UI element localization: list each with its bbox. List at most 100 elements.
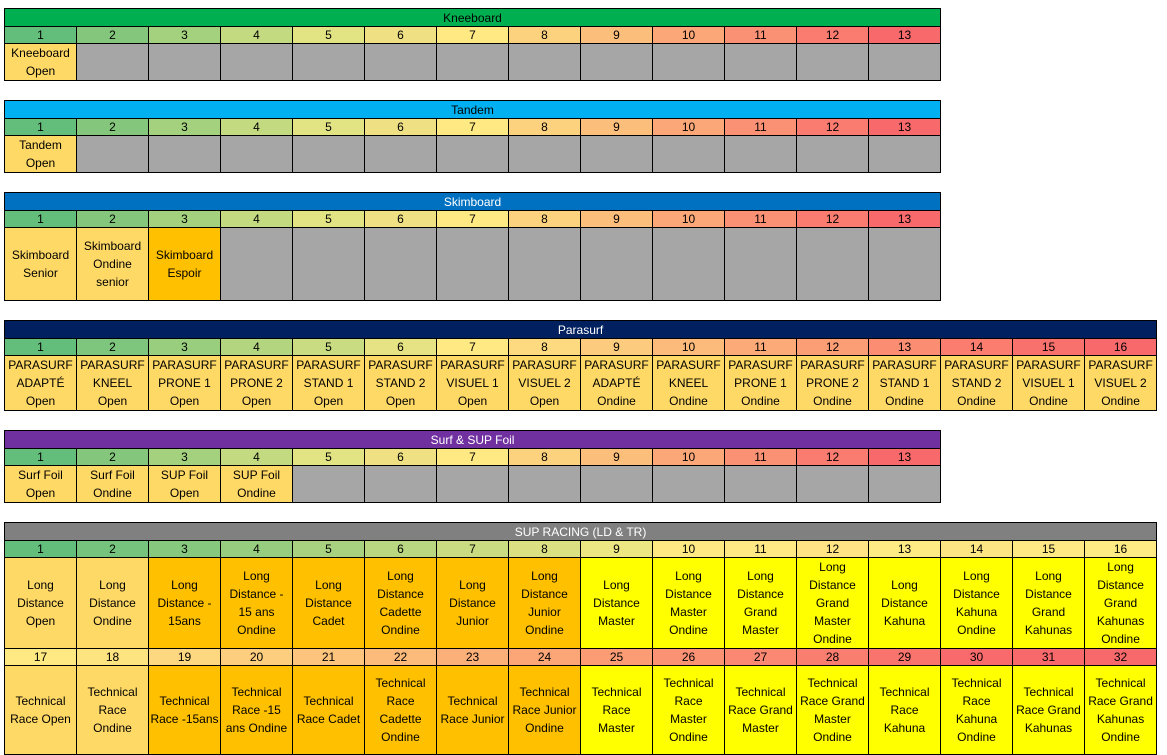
category-cell: Technical Race Master	[580, 665, 653, 755]
empty-slot	[867, 227, 942, 301]
column-number: 28	[796, 648, 869, 666]
category-cell: PARASURF ADAPTÉ Open	[4, 355, 77, 411]
surf-sup-foil-table: Surf & SUP Foil 1 2 3 4 5 6 7 8 9 10 11 12 13 Surf Foi…	[3, 430, 942, 503]
column-number: 1	[4, 448, 77, 466]
column-number: 2	[76, 26, 149, 44]
empty-slot	[292, 135, 365, 173]
category-label: Long Distance Grand Master	[737, 569, 784, 637]
empty-slot	[580, 43, 653, 81]
category-label: Long Distance Kahuna	[881, 578, 928, 628]
category-label: PARASURF PRONE 1 Ondine	[728, 358, 793, 408]
column-number: 7	[436, 210, 509, 228]
column-number: 5	[292, 26, 365, 44]
category-cell: Technical Race -15 ans Ondine	[220, 665, 293, 755]
category-label: Long Distance Grand Master Ondine	[809, 560, 856, 646]
column-number: 1	[4, 26, 77, 44]
column-number: 11	[724, 210, 797, 228]
column-number: 23	[436, 648, 509, 666]
category-label: Technical Race Grand Kahunas Ondine	[1088, 676, 1153, 744]
category-label: Technical Race Junior Ondine	[512, 685, 577, 735]
empty-slot	[220, 227, 293, 301]
empty-slot	[580, 135, 653, 173]
empty-slot	[796, 135, 869, 173]
category-cell: PARASURF VISUEL 2 Open	[508, 355, 581, 411]
column-number: 10	[652, 338, 725, 356]
empty-slot	[580, 465, 653, 503]
category-cell: Long Distance - 15 ans Ondine	[220, 557, 293, 649]
category-cell: Long Distance Kahuna	[868, 557, 941, 649]
column-number: 8	[508, 118, 581, 136]
category-cell: PARASURF STAND 1 Open	[292, 355, 365, 411]
column-number: 6	[364, 118, 437, 136]
column-number: 18	[76, 648, 149, 666]
column-number: 10	[652, 448, 725, 466]
column-number: 5	[292, 210, 365, 228]
category-cell: Surf Foil Ondine	[76, 465, 149, 503]
category-cell: PARASURF ADAPTÉ Ondine	[580, 355, 653, 411]
column-number: 13	[867, 210, 942, 228]
tandem-table: Tandem 1 2 3 4 5 6 7 8 9 10 11 12 13 Tandem Open	[3, 100, 942, 173]
category-label: Long Distance - 15ans	[157, 578, 212, 628]
column-number: 11	[724, 540, 797, 558]
column-number: 10	[652, 540, 725, 558]
column-number: 2	[76, 338, 149, 356]
column-number: 12	[796, 26, 869, 44]
column-number: 32	[1083, 648, 1158, 666]
empty-slot	[364, 43, 437, 81]
column-number: 13	[868, 540, 941, 558]
column-number: 4	[220, 26, 293, 44]
category-label: Long Distance Open	[17, 578, 64, 628]
column-number: 19	[148, 648, 221, 666]
category-cell: Skimboard Ondine senior	[76, 227, 149, 301]
category-cell: PARASURF VISUEL 1 Ondine	[1012, 355, 1085, 411]
category-label: SUP Foil Ondine	[232, 468, 281, 500]
column-number: 25	[580, 648, 653, 666]
column-number: 4	[220, 448, 293, 466]
column-number: 3	[148, 448, 221, 466]
empty-slot	[76, 43, 149, 81]
column-number: 15	[1012, 338, 1085, 356]
column-number: 6	[364, 338, 437, 356]
empty-slot	[220, 135, 293, 173]
category-cell: Skimboard Espoir	[148, 227, 221, 301]
column-number: 11	[724, 448, 797, 466]
skimboard-table: Skimboard 1 2 3 4 5 6 7 8 9 10 11 12 13 Skimboard Seni…	[3, 192, 942, 301]
category-cell: Long Distance Grand Kahunas Ondine	[1083, 557, 1158, 649]
column-number: 10	[652, 210, 725, 228]
category-cell: Long Distance Junior	[436, 557, 509, 649]
column-number: 5	[292, 118, 365, 136]
column-number: 1	[4, 118, 77, 136]
category-cell: Long Distance Master Ondine	[652, 557, 725, 649]
sup-racing-ld-tr-table: SUP RACING (LD & TR) 1 2 3 4 5 6 7 8 9 10 11 12 13 14 1…	[3, 522, 1158, 755]
empty-slot	[724, 465, 797, 503]
column-number: 5	[292, 540, 365, 558]
category-cell: Long Distance Grand Kahunas	[1012, 557, 1085, 649]
column-number: 12	[796, 540, 869, 558]
column-number: 7	[436, 26, 509, 44]
category-label: PARASURF PRONE 2 Open	[224, 358, 289, 408]
category-label: PARASURF ADAPTÉ Open	[8, 358, 73, 408]
empty-slot	[652, 43, 725, 81]
category-label: Tandem Open	[19, 138, 62, 170]
empty-slot	[76, 135, 149, 173]
category-cell: PARASURF PRONE 1 Ondine	[724, 355, 797, 411]
section-title: Tandem	[3, 100, 942, 119]
category-label: PARASURF KNEEL Ondine	[656, 358, 721, 408]
category-label: Technical Race Master Ondine	[663, 676, 714, 744]
category-label: PARASURF ADAPTÉ Ondine	[584, 358, 649, 408]
column-number: 13	[867, 448, 942, 466]
category-cell: Long Distance Ondine	[76, 557, 149, 649]
column-number: 22	[364, 648, 437, 666]
empty-slot	[436, 43, 509, 81]
empty-slot	[724, 43, 797, 81]
column-number: 6	[364, 448, 437, 466]
category-label: Skimboard Espoir	[155, 248, 214, 280]
category-cell: Technical Race Master Ondine	[652, 665, 725, 755]
column-number: 13	[868, 26, 941, 44]
category-label: PARASURF STAND 1 Ondine	[872, 358, 937, 408]
category-label: Long Distance Grand Kahunas Ondine	[1096, 560, 1145, 646]
category-cell: Technical Race Junior	[436, 665, 509, 755]
category-cell: PARASURF VISUEL 2 Ondine	[1083, 355, 1158, 411]
category-cell: Long Distance Open	[4, 557, 77, 649]
column-number: 9	[580, 118, 653, 136]
